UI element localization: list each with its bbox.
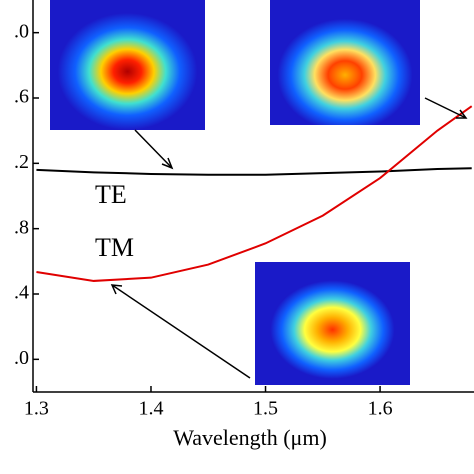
x-tick-label: 1.5 — [253, 398, 278, 420]
y-tick-label: .8 — [14, 216, 29, 238]
y-tick-label: .6 — [14, 86, 29, 108]
x-axis-label: Wavelength (μm) — [173, 425, 327, 450]
arrows — [110, 97, 468, 379]
x-tick-label: 1.6 — [368, 398, 393, 420]
x-tick-label: 1.3 — [24, 398, 49, 420]
label-tm: TM — [95, 233, 134, 262]
inset-mode-hybrid — [255, 262, 410, 385]
y-tick-label: .0 — [14, 20, 29, 42]
x-tick-label: 1.4 — [138, 398, 163, 420]
y-tick-label: .4 — [14, 282, 29, 304]
line-series — [36, 105, 473, 282]
label-te: TE — [95, 180, 127, 209]
y-tick-label: .0 — [14, 347, 29, 369]
plot: .0 .4 .8 .2 .6 .0 1.3 1.4 1.5 1.6 — [14, 0, 474, 420]
inset-mode-tm — [270, 0, 420, 125]
y-tick-label: .2 — [14, 151, 29, 173]
line-series — [36, 167, 472, 176]
inset-mode-te — [50, 0, 205, 130]
